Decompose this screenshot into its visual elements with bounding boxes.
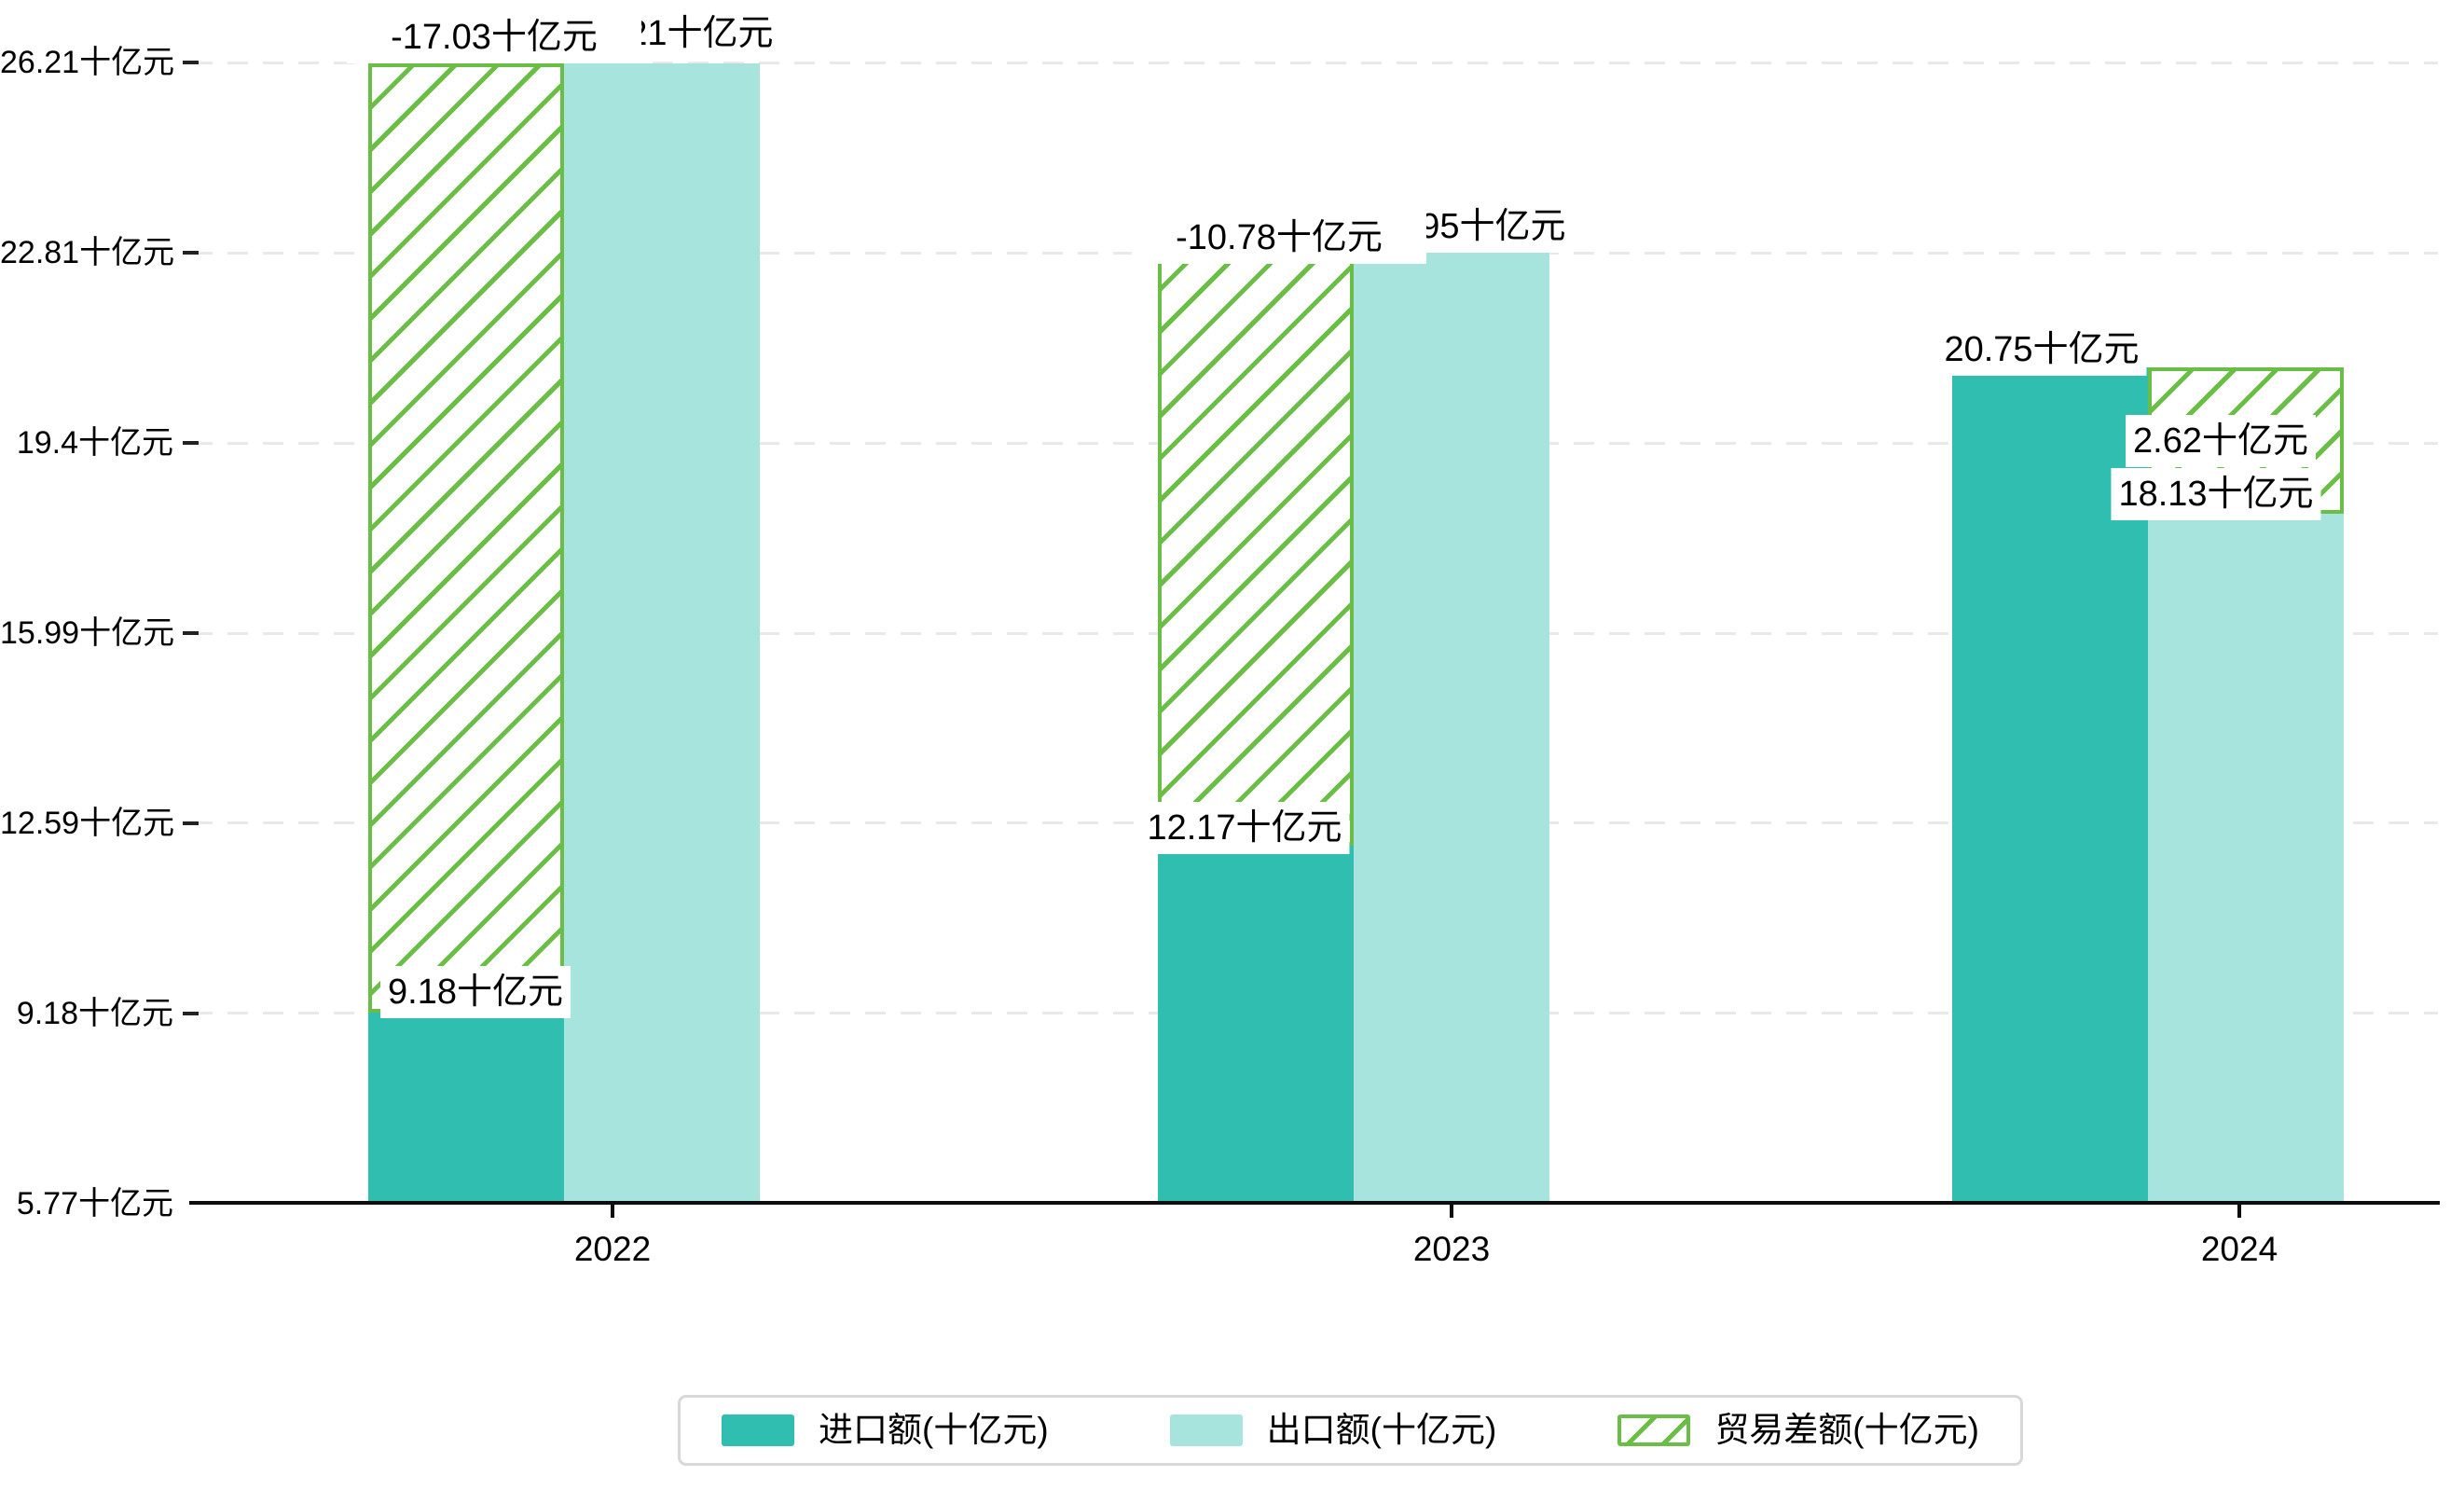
y-tick-label: 12.59十亿元 [0,806,175,841]
y-tick-label: 19.4十亿元 [16,425,173,461]
export-bar-2023 [1354,245,1549,1203]
y-tick-mark [183,1012,199,1015]
y-tick-label: 22.81十亿元 [0,235,175,270]
legend-item-import: 进口额(十亿元) [722,1410,1049,1451]
import-value-label-2022: 9.18十亿元 [380,966,571,1018]
legend-label-import: 进口额(十亿元) [819,1411,1049,1449]
y-tick-label: 5.77十亿元 [16,1186,173,1221]
chart-legend: 进口额(十亿元) 出口额(十亿元) 贸易差额(十亿元) [678,1395,2023,1466]
trade-balance-swatch-icon [1617,1414,1691,1446]
x-axis-line [189,1201,2440,1205]
x-tick-mark-2022 [611,1205,614,1218]
export-bar-2024 [2148,514,2344,1203]
import-bar-2022 [368,1013,564,1203]
legend-item-trade-balance: 贸易差额(十亿元) [1617,1410,1979,1451]
trade-balance-value-label-2023: -10.78十亿元 [1132,212,1426,264]
import-bar-2023 [1158,846,1354,1203]
y-tick-label: 15.99十亿元 [0,615,175,651]
import-swatch-icon [722,1414,794,1446]
legend-label-export: 出口额(十亿元) [1266,1411,1497,1449]
y-tick-label: 26.21十亿元 [0,45,175,80]
y-tick-mark [183,441,199,445]
trade-balance-bar-2023 [1158,245,1354,846]
export-swatch-icon [1169,1414,1243,1446]
y-tick-mark [183,631,199,635]
y-tick-mark [183,821,199,825]
x-tick-label-2022: 2022 [573,1230,652,1268]
trade-balance-value-label-2024: 2.62十亿元 [2126,415,2316,467]
export-bar-2022 [564,63,760,1203]
y-tick-mark [183,61,199,64]
legend-label-trade-balance: 贸易差额(十亿元) [1714,1411,1979,1449]
gridline-26-21 [192,62,2438,64]
trade-balance-bar-2022 [368,63,564,1013]
legend-item-export: 出口额(十亿元) [1169,1410,1497,1451]
x-tick-mark-2023 [1450,1205,1453,1218]
export-value-label-2024: 18.13十亿元 [2111,468,2321,520]
import-value-label-2023: 12.17十亿元 [1139,802,1350,854]
import-value-label-2024: 20.75十亿元 [1936,324,2147,376]
x-tick-mark-2024 [2237,1205,2241,1218]
x-tick-label-2024: 2024 [2200,1230,2278,1268]
y-tick-mark [183,251,199,255]
y-tick-label: 9.18十亿元 [16,996,173,1031]
trade-balance-value-label-2022: -17.03十亿元 [347,11,641,63]
x-tick-label-2023: 2023 [1412,1230,1491,1268]
